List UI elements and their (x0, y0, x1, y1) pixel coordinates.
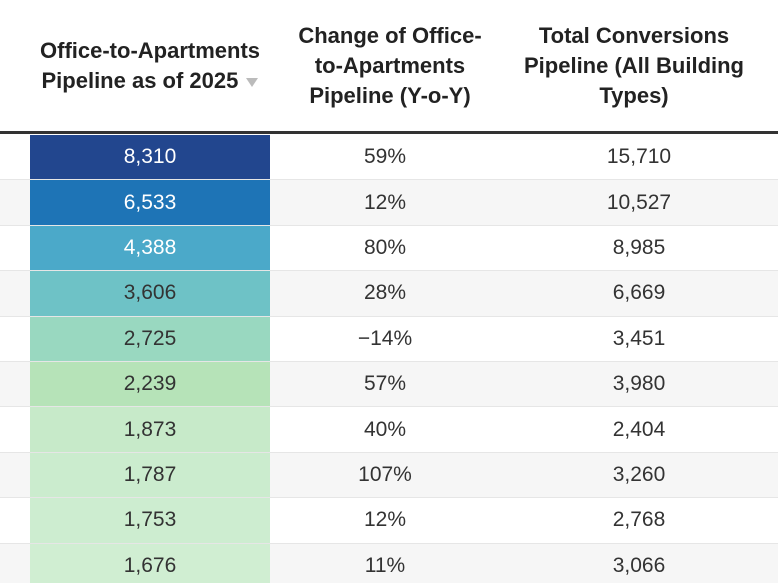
table-row: 1,676 11% 3,066 (0, 543, 778, 583)
column-header[interactable]: Office-to-Apartments Pipeline as of 2025 (40, 0, 260, 132)
table-cell: 107% (358, 462, 412, 486)
table-cell: 12% (363, 190, 407, 214)
table-row: 6,533 12% 10,527 (0, 180, 778, 226)
table-cell: 1,753 (30, 498, 270, 543)
table-cell: 28% (363, 281, 407, 305)
table-cell: 3,066 (612, 553, 666, 577)
table-cell: 1,676 (30, 543, 270, 583)
table-cell: 6,669 (612, 281, 666, 305)
table-cell: 1,787 (30, 452, 270, 498)
table-row: 1,787 107% 3,260 (0, 452, 778, 499)
table-cell: 2,404 (612, 417, 666, 441)
table-cell: 8,310 (30, 135, 270, 180)
table-cell: 12% (363, 508, 407, 532)
table-cell: 2,725 (30, 316, 270, 361)
header-rule (0, 131, 778, 134)
table-row: 1,873 40% 2,404 (0, 407, 778, 453)
table-row: 1,753 12% 2,768 (0, 498, 778, 544)
table-cell: 2,239 (30, 362, 270, 407)
table-cell: 3,260 (612, 462, 666, 486)
table-row: 2,239 57% 3,980 (0, 362, 778, 408)
table-row: 8,310 59% 15,710 (0, 135, 778, 181)
table-cell: 3,980 (612, 372, 666, 396)
table-row: 3,606 28% 6,669 (0, 271, 778, 317)
header-text: Office-to-Apartments Pipeline as of 2025 (40, 38, 261, 93)
table-cell: 4,388 (30, 225, 270, 271)
table-row: 2,725 −14% 3,451 (0, 316, 778, 362)
column-header[interactable]: Change of Office-to-Apartments Pipeline … (298, 23, 482, 108)
table-cell: 8,985 (612, 235, 666, 259)
table-cell: 11% (364, 553, 406, 577)
column-header[interactable]: Total Conversions Pipeline (All Building… (524, 23, 744, 108)
table-cell: 3,606 (30, 271, 270, 316)
sort-arrow (245, 78, 258, 87)
table-cell: 2,768 (612, 508, 666, 532)
table-cell: 59% (363, 145, 407, 169)
table-cell: 80% (363, 235, 407, 259)
table-row: 4,388 80% 8,985 (0, 225, 778, 272)
table-cell: 40% (363, 417, 407, 441)
table-cell: 15,710 (606, 145, 672, 169)
table-cell: 57% (363, 372, 407, 396)
table-cell: 3,451 (612, 326, 666, 350)
table-cell: −14% (357, 326, 413, 350)
table-cell: 10,527 (606, 190, 672, 214)
table-cell: 6,533 (30, 180, 270, 225)
table-cell: 1,873 (30, 407, 270, 452)
